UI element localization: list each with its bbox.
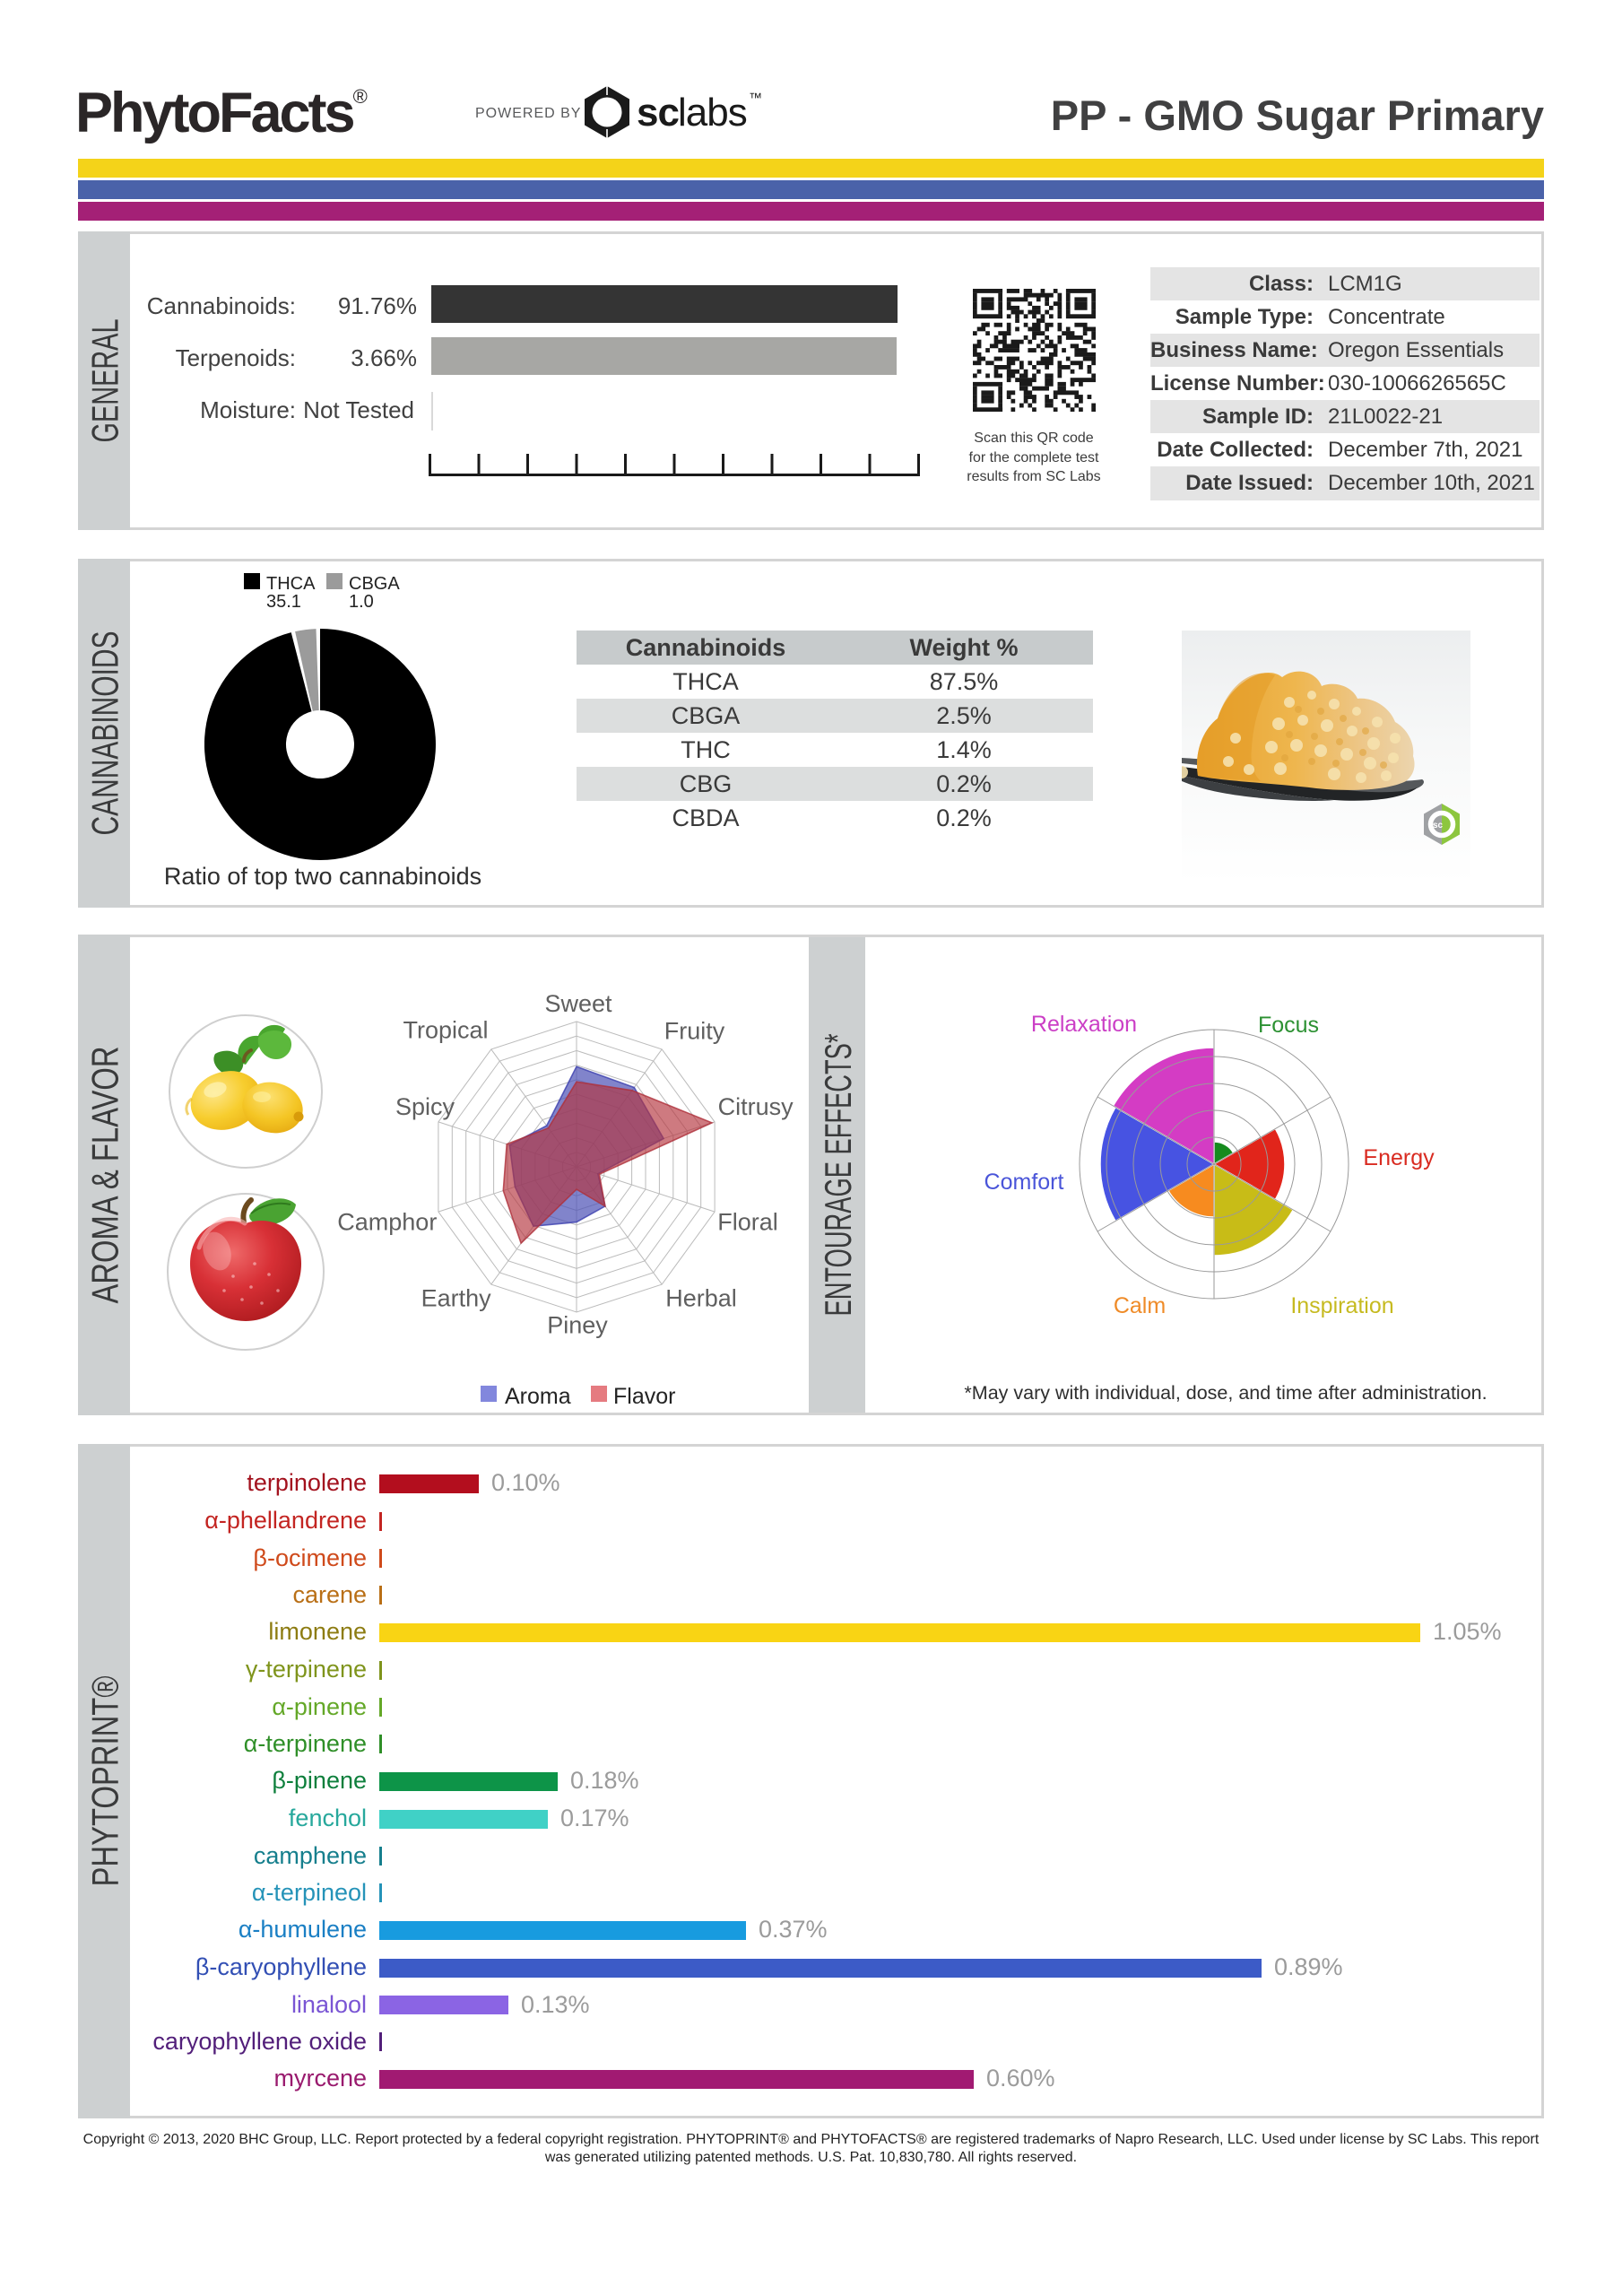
svg-text:labs: labs bbox=[678, 91, 747, 135]
svg-text:sc: sc bbox=[637, 91, 679, 135]
svg-text:Tropical: Tropical bbox=[403, 1017, 488, 1044]
svg-text:Spicy: Spicy bbox=[395, 1093, 455, 1120]
svg-text:Citrusy: Citrusy bbox=[718, 1093, 794, 1120]
svg-text:Piney: Piney bbox=[547, 1312, 608, 1339]
svg-text:PHYTOPRINT®: PHYTOPRINT® bbox=[84, 1675, 126, 1886]
svg-text:Earthy: Earthy bbox=[421, 1285, 492, 1312]
svg-text:™: ™ bbox=[749, 91, 762, 106]
svg-text:GENERAL: GENERAL bbox=[84, 319, 126, 443]
svg-text:Floral: Floral bbox=[717, 1209, 778, 1236]
svg-text:sc: sc bbox=[1433, 821, 1444, 831]
svg-text:Sweet: Sweet bbox=[544, 990, 612, 1017]
svg-text:CANNABINOIDS: CANNABINOIDS bbox=[84, 631, 126, 836]
svg-text:AROMA & FLAVOR: AROMA & FLAVOR bbox=[84, 1047, 126, 1304]
svg-text:Herbal: Herbal bbox=[665, 1285, 737, 1312]
svg-text:Fruity: Fruity bbox=[664, 1018, 725, 1045]
svg-text:ENTOURAGE EFFECTS*: ENTOURAGE EFFECTS* bbox=[817, 1034, 859, 1317]
svg-text:Camphor: Camphor bbox=[337, 1209, 437, 1236]
